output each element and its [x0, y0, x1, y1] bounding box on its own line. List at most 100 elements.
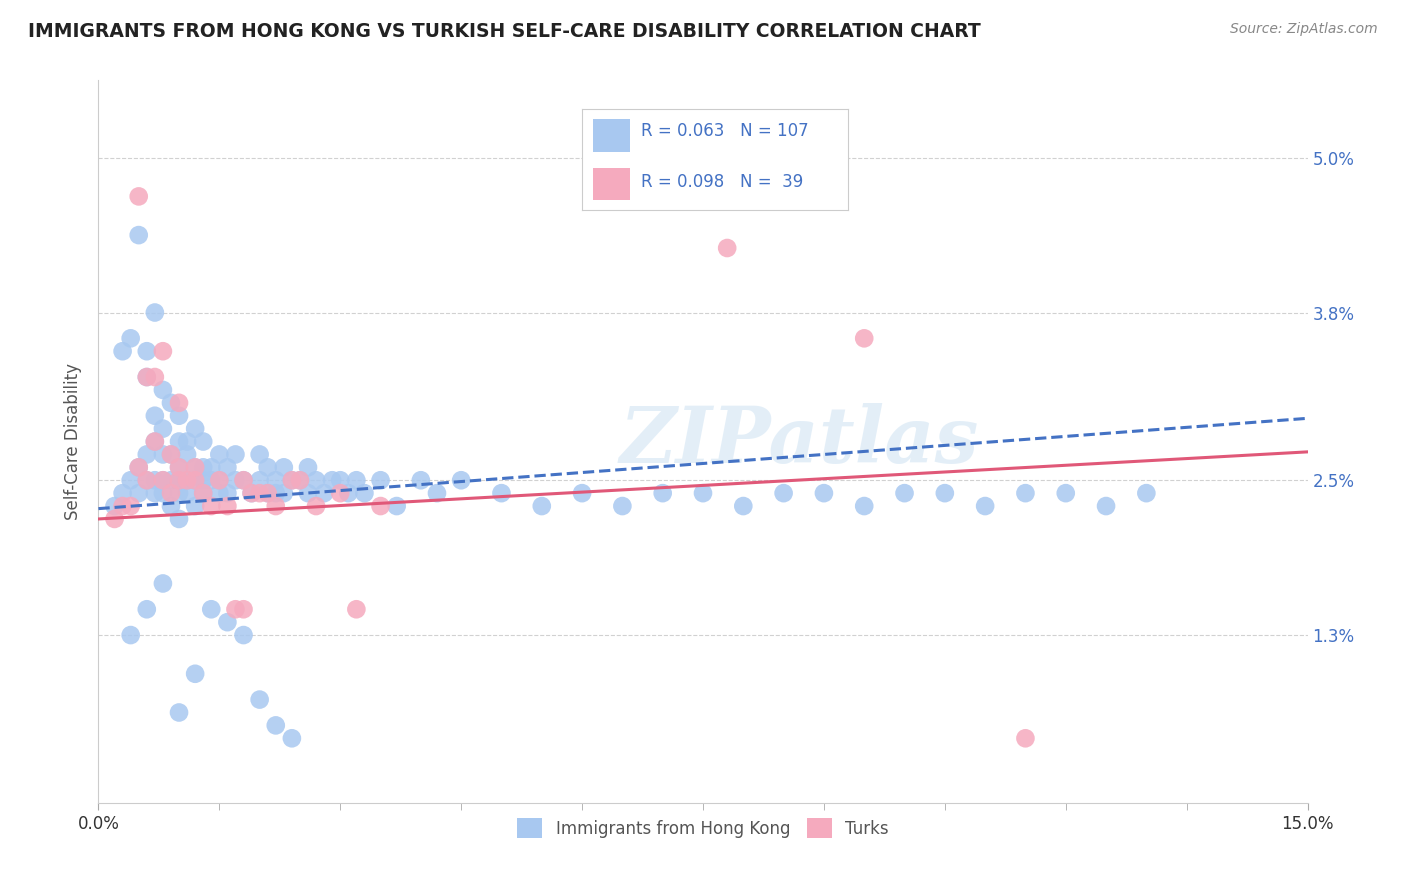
Point — [200, 460, 222, 475]
Point — [135, 370, 157, 384]
Point — [232, 602, 254, 616]
Point — [1014, 731, 1036, 746]
Point — [167, 460, 190, 475]
Point — [135, 473, 157, 487]
Point — [264, 473, 287, 487]
Point — [264, 486, 287, 500]
Point — [167, 473, 190, 487]
Point — [184, 473, 207, 487]
Point — [409, 473, 432, 487]
Point — [167, 396, 190, 410]
Point — [193, 486, 215, 500]
Point — [217, 499, 239, 513]
Point — [200, 473, 222, 487]
Point — [111, 344, 134, 359]
Point — [716, 241, 738, 255]
Point — [281, 473, 304, 487]
Point — [160, 486, 183, 500]
Point — [264, 718, 287, 732]
Point — [426, 486, 449, 500]
Point — [135, 602, 157, 616]
Point — [103, 512, 125, 526]
Point — [353, 486, 375, 500]
Point — [692, 486, 714, 500]
Point — [193, 473, 215, 487]
Point — [193, 460, 215, 475]
Point — [344, 473, 367, 487]
Point — [200, 602, 222, 616]
Point — [224, 447, 246, 461]
Point — [103, 499, 125, 513]
Text: Source: ZipAtlas.com: Source: ZipAtlas.com — [1230, 22, 1378, 37]
Point — [249, 692, 271, 706]
Point — [571, 486, 593, 500]
Point — [152, 383, 174, 397]
Point — [853, 499, 876, 513]
Point — [273, 486, 295, 500]
Point — [184, 422, 207, 436]
Point — [772, 486, 794, 500]
Point — [167, 460, 190, 475]
Point — [152, 576, 174, 591]
Point — [305, 499, 328, 513]
Point — [208, 447, 231, 461]
Point — [1014, 486, 1036, 500]
Point — [240, 486, 263, 500]
Point — [249, 486, 271, 500]
Point — [217, 460, 239, 475]
Point — [128, 189, 150, 203]
Point — [297, 486, 319, 500]
Point — [256, 486, 278, 500]
Point — [152, 447, 174, 461]
Point — [128, 228, 150, 243]
Point — [217, 486, 239, 500]
Point — [184, 499, 207, 513]
Point — [184, 460, 207, 475]
Point — [135, 370, 157, 384]
Point — [184, 460, 207, 475]
Point — [128, 486, 150, 500]
Point — [111, 486, 134, 500]
Point — [491, 486, 513, 500]
Point — [1054, 486, 1077, 500]
Point — [232, 473, 254, 487]
Point — [853, 331, 876, 345]
Point — [152, 473, 174, 487]
Legend: Immigrants from Hong Kong, Turks: Immigrants from Hong Kong, Turks — [510, 812, 896, 845]
Point — [193, 486, 215, 500]
Point — [176, 473, 198, 487]
Point — [256, 486, 278, 500]
Point — [143, 370, 166, 384]
Point — [120, 331, 142, 345]
Point — [176, 473, 198, 487]
Point — [200, 499, 222, 513]
Point — [152, 486, 174, 500]
Y-axis label: Self-Care Disability: Self-Care Disability — [65, 363, 83, 520]
Point — [224, 473, 246, 487]
Point — [120, 499, 142, 513]
Point — [143, 305, 166, 319]
Point — [273, 460, 295, 475]
Point — [934, 486, 956, 500]
Point — [305, 473, 328, 487]
Point — [167, 473, 190, 487]
Point — [813, 486, 835, 500]
Point — [184, 473, 207, 487]
Point — [160, 396, 183, 410]
Point — [152, 422, 174, 436]
Point — [152, 473, 174, 487]
Point — [143, 473, 166, 487]
Point — [329, 473, 352, 487]
Point — [176, 486, 198, 500]
Point — [128, 460, 150, 475]
Point — [232, 473, 254, 487]
Point — [385, 499, 408, 513]
Point — [160, 447, 183, 461]
Point — [111, 499, 134, 513]
Point — [208, 473, 231, 487]
Point — [249, 473, 271, 487]
Point — [893, 486, 915, 500]
Point — [217, 615, 239, 630]
Point — [344, 602, 367, 616]
Point — [208, 473, 231, 487]
